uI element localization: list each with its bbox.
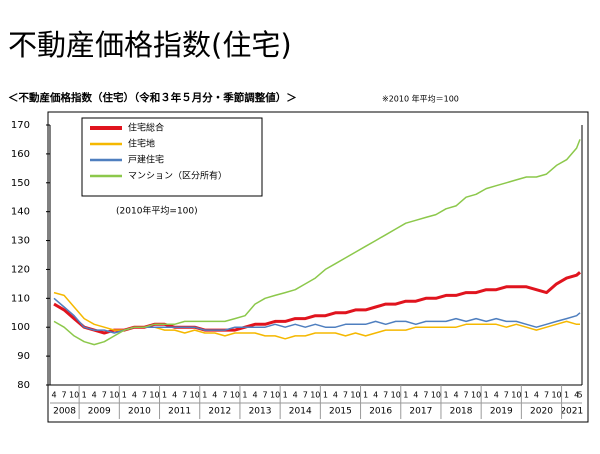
x-group-label: 2021 bbox=[560, 407, 583, 417]
x-tick-label: 7 bbox=[263, 391, 268, 400]
y-tick-label: 100 bbox=[11, 322, 30, 333]
x-group-label: 2020 bbox=[530, 407, 553, 417]
x-tick-label: 1 bbox=[82, 391, 87, 400]
x-tick-label: 1 bbox=[363, 391, 368, 400]
x-tick-label: 1 bbox=[283, 391, 288, 400]
x-tick-label: 10 bbox=[431, 391, 441, 400]
x-group-label: 2013 bbox=[249, 407, 272, 417]
x-tick-label: 4 bbox=[172, 391, 177, 400]
x-tick-label: 1 bbox=[122, 391, 127, 400]
x-group-label: 2017 bbox=[409, 407, 432, 417]
x-tick-label: 4 bbox=[453, 391, 458, 400]
x-tick-label: 7 bbox=[62, 391, 67, 400]
x-tick-label: 7 bbox=[142, 391, 147, 400]
y-tick-label: 140 bbox=[11, 207, 30, 218]
y-tick-label: 130 bbox=[11, 236, 30, 247]
x-tick-label: 4 bbox=[212, 391, 217, 400]
y-tick-label: 110 bbox=[11, 293, 30, 304]
chart-subtitle: ＜不動産価格指数（住宅）（令和３年５月分・季節調整値）＞ bbox=[8, 91, 297, 104]
series-line bbox=[53, 139, 581, 346]
x-tick-label: 1 bbox=[484, 391, 489, 400]
legend-label: マンション（区分所有） bbox=[128, 170, 227, 182]
x-group-label: 2012 bbox=[208, 407, 231, 417]
x-tick-label: 4 bbox=[132, 391, 137, 400]
x-tick-label: 1 bbox=[162, 391, 167, 400]
x-tick-label: 4 bbox=[51, 391, 56, 400]
note: ※2010 年平均＝100 bbox=[382, 94, 459, 104]
x-tick-label: 1 bbox=[242, 391, 247, 400]
x-tick-label: 1 bbox=[443, 391, 448, 400]
series-line bbox=[53, 271, 581, 335]
x-group-label: 2009 bbox=[88, 407, 111, 417]
y-tick-label: 80 bbox=[17, 380, 30, 391]
x-tick-label: 7 bbox=[102, 391, 107, 400]
x-tick-label: 4 bbox=[574, 391, 579, 400]
x-tick-label: 10 bbox=[391, 391, 401, 400]
x-group-label: 2010 bbox=[128, 407, 151, 417]
x-group-label: 2011 bbox=[168, 407, 191, 417]
y-tick-label: 160 bbox=[11, 149, 30, 160]
legend-label: 住宅総合 bbox=[128, 122, 164, 134]
x-group-label: 2014 bbox=[289, 407, 312, 417]
x-tick-label: 7 bbox=[504, 391, 509, 400]
legend-label: 住宅地 bbox=[128, 138, 155, 150]
legend-box bbox=[81, 117, 263, 197]
x-tick-label: 1 bbox=[323, 391, 328, 400]
x-tick-label: 7 bbox=[383, 391, 388, 400]
x-tick-label: 4 bbox=[413, 391, 418, 400]
x-tick-label: 10 bbox=[230, 391, 240, 400]
x-tick-label: 7 bbox=[423, 391, 428, 400]
y-tick-label: 150 bbox=[11, 178, 30, 189]
legend-label: 戸建住宅 bbox=[128, 154, 164, 166]
annotation: (2010年平均=100) bbox=[116, 205, 198, 217]
x-tick-label: 10 bbox=[551, 391, 561, 400]
frame bbox=[47, 111, 589, 423]
x-group-label: 2019 bbox=[490, 407, 513, 417]
x-group-label: 2018 bbox=[450, 407, 473, 417]
x-tick-label: 7 bbox=[343, 391, 348, 400]
x-tick-label: 10 bbox=[270, 391, 280, 400]
x-tick-label: 7 bbox=[464, 391, 469, 400]
x-tick-label: 10 bbox=[310, 391, 320, 400]
y-tick-label: 170 bbox=[11, 120, 30, 131]
x-tick-label: 1 bbox=[564, 391, 569, 400]
y-tick-label: 90 bbox=[17, 351, 30, 362]
x-group-label: 2008 bbox=[53, 407, 76, 417]
x-tick-label: 7 bbox=[182, 391, 187, 400]
x-tick-label: 7 bbox=[544, 391, 549, 400]
x-tick-label: 10 bbox=[190, 391, 200, 400]
x-tick-label: 10 bbox=[109, 391, 119, 400]
x-tick-label: 10 bbox=[69, 391, 79, 400]
x-tick-label: 4 bbox=[373, 391, 378, 400]
x-group-label: 2016 bbox=[369, 407, 392, 417]
chart-title: 不動産価格指数(住宅) bbox=[8, 28, 292, 62]
x-tick-label: 1 bbox=[202, 391, 207, 400]
x-tick-label: 7 bbox=[303, 391, 308, 400]
x-tick-label: 4 bbox=[534, 391, 539, 400]
x-tick-label: 5 bbox=[577, 391, 582, 400]
x-tick-label: 4 bbox=[333, 391, 338, 400]
x-tick-label: 4 bbox=[252, 391, 257, 400]
x-tick-label: 4 bbox=[293, 391, 298, 400]
x-tick-label: 10 bbox=[511, 391, 521, 400]
x-group-label: 2015 bbox=[329, 407, 352, 417]
x-tick-label: 1 bbox=[403, 391, 408, 400]
x-tick-label: 10 bbox=[350, 391, 360, 400]
x-tick-label: 4 bbox=[92, 391, 97, 400]
x-tick-label: 10 bbox=[471, 391, 481, 400]
y-tick-label: 120 bbox=[11, 264, 30, 275]
x-tick-label: 7 bbox=[222, 391, 227, 400]
x-tick-label: 10 bbox=[149, 391, 159, 400]
x-tick-label: 1 bbox=[524, 391, 529, 400]
x-tick-label: 4 bbox=[494, 391, 499, 400]
